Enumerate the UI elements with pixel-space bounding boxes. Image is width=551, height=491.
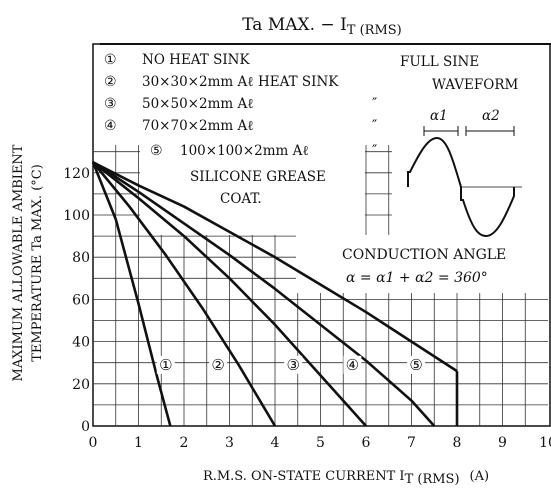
series-label-5: ⑤ — [409, 356, 422, 374]
waveform-panel — [392, 45, 549, 235]
x-tick-label: 2 — [180, 435, 189, 451]
waveform-label-line1: FULL SINE — [400, 54, 479, 70]
series — [91, 161, 459, 427]
x-tick-label: 10 — [539, 435, 551, 451]
legend-text-3: 50×50×2mm Aℓ — [142, 96, 254, 112]
alpha1-dimension-line — [423, 126, 459, 136]
legend-text-2: 30×30×2mm Aℓ HEAT SINK — [142, 74, 339, 90]
x-tick-label: 5 — [316, 435, 325, 451]
legend-ditto-5: ″ — [372, 143, 377, 159]
x-tick-label: 4 — [271, 435, 280, 451]
sine-wave-positive — [407, 136, 462, 188]
legend-ditto-4: ″ — [372, 118, 377, 134]
series-line-2 — [91, 161, 277, 427]
series-label-2: ② — [211, 356, 224, 374]
legend-mark-3: ③ — [104, 96, 117, 112]
legend-text-5: 100×100×2mm Aℓ — [180, 143, 309, 159]
series-label-bg — [209, 355, 228, 374]
plot-frame — [92, 43, 551, 427]
series-label-1: ① — [159, 356, 172, 374]
axes: 012345678910020406080100120 — [63, 166, 551, 451]
series-label-bg — [284, 355, 303, 374]
legend-mark-2: ② — [104, 74, 117, 90]
series-line-3 — [92, 161, 367, 427]
chart-title: Ta MAX. − IT (RMS) — [242, 15, 401, 38]
x-tick-label: 6 — [362, 435, 371, 451]
y-tick-label: 100 — [63, 208, 90, 224]
y-tick-label: 120 — [63, 166, 90, 182]
series-label-bg — [343, 355, 362, 374]
x-tick-label: 8 — [453, 435, 462, 451]
series-labels: ① ② ③ ④ ⑤ — [156, 355, 426, 374]
x-axis-label-unit: (A) — [470, 469, 490, 484]
y-axis-label-line1: MAXIMUM ALLOWABLE AMBIENT — [11, 144, 26, 381]
x-tick-label: 0 — [89, 435, 98, 451]
series-label-4: ④ — [346, 356, 359, 374]
x-tick-label: 7 — [407, 435, 416, 451]
chart-title-main: Ta MAX. − I — [242, 15, 347, 35]
alpha2-label: α2 — [482, 108, 500, 124]
alpha2-dimension-line — [465, 126, 515, 136]
legend-text-4: 70×70×2mm Aℓ — [142, 118, 254, 134]
x-axis-label: R.M.S. ON-STATE CURRENT IT (RMS) (A) — [203, 469, 489, 487]
sine-waveform-icon — [407, 126, 522, 238]
y-axis-label-line2: TEMPERATURE Ta MAX. (°C) — [30, 164, 45, 362]
legend-panel — [94, 45, 392, 145]
y-tick-label: 60 — [72, 292, 90, 308]
x-axis-label-sub: T (RMS) — [405, 472, 460, 487]
conduction-angle-title: CONDUCTION ANGLE — [342, 247, 506, 263]
x-tick-label: 1 — [134, 435, 143, 451]
legend-text-1: NO HEAT SINK — [142, 52, 250, 68]
y-tick-label: 80 — [72, 250, 90, 266]
y-tick-label: 0 — [81, 419, 90, 435]
series-label-3: ③ — [286, 356, 299, 374]
x-tick-label: 9 — [498, 435, 507, 451]
y-tick-label: 20 — [72, 377, 90, 393]
chart-title-sub: T (RMS) — [347, 23, 402, 38]
x-tick-label: 3 — [225, 435, 234, 451]
legend-mark-4: ④ — [104, 118, 117, 134]
series-line-4 — [92, 161, 436, 427]
conduction-panel — [296, 235, 549, 293]
waveform-label-line2: WAVEFORM — [432, 77, 518, 93]
legend-mark-5: ⑤ — [150, 143, 163, 159]
series-label-bg — [407, 355, 426, 374]
series-label-bg — [156, 355, 175, 374]
series-line-5 — [92, 161, 458, 373]
conduction-angle-formula: α = α1 + α2 = 360° — [346, 270, 488, 286]
y-tick-label: 40 — [72, 335, 90, 351]
alpha1-label: α1 — [430, 108, 448, 124]
legend-ditto-3: ″ — [372, 96, 377, 112]
series-line-1 — [91, 161, 172, 427]
legend-mark-1: ① — [104, 52, 117, 68]
x-axis-label-main: R.M.S. ON-STATE CURRENT I — [203, 469, 405, 484]
legend: ① NO HEAT SINK ② 30×30×2mm Aℓ HEAT SINK … — [104, 52, 377, 207]
waveform-annotation: FULL SINE WAVEFORM α1 α2 — [400, 54, 522, 238]
grease-label-line1: SILICONE GREASE — [190, 169, 326, 185]
grease-label-line2: COAT. — [220, 191, 262, 207]
sine-wave-negative — [460, 187, 515, 238]
